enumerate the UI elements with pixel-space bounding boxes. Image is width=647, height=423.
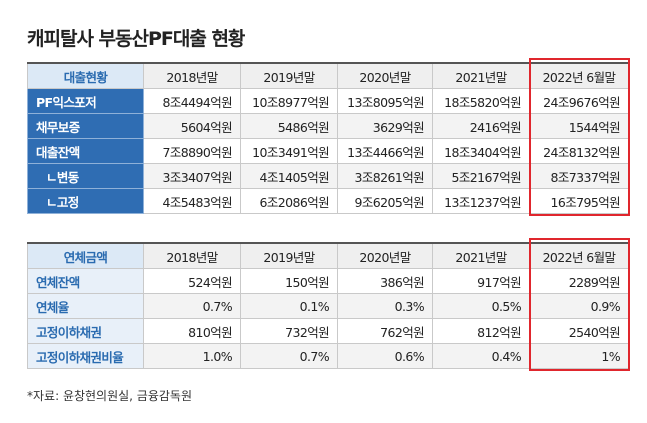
- cell: 5604억원: [143, 113, 241, 139]
- cell: 150억원: [240, 268, 338, 294]
- cell: 0.4%: [432, 343, 530, 369]
- header-cell: 2020년말: [337, 242, 433, 269]
- cell: 2289억원: [529, 268, 629, 294]
- row-label: 채무보증: [27, 113, 144, 139]
- header-cell: 2021년말: [432, 62, 530, 89]
- cell: 4조1405억원: [240, 163, 338, 189]
- row-label: PF익스포저: [27, 88, 144, 114]
- row: ㄴ변동 3조3407억원 4조1405억원 3조8261억원 5조2167억원 8조733…: [27, 163, 629, 189]
- title: 캐피탈사 부동산PF대출 현황: [27, 28, 245, 50]
- cell: 0.7%: [143, 293, 241, 319]
- cell: 0.9%: [529, 293, 629, 319]
- cell: 1.0%: [143, 343, 241, 369]
- cell: 5486억원: [240, 113, 338, 139]
- cell: 24조9676억원: [529, 88, 629, 114]
- cell: 16조795억원: [529, 188, 629, 214]
- header-cell: 2021년말: [432, 242, 530, 269]
- cell: 8조4494억원: [143, 88, 241, 114]
- header-cell: 2022년 6월말: [529, 62, 629, 89]
- cell: 732억원: [240, 318, 338, 344]
- header-row: 연체금액 2018년말 2019년말 2020년말 2021년말 2022년 6월말: [27, 242, 629, 269]
- header-cell: 2020년말: [337, 62, 433, 89]
- cell: 7조8890억원: [143, 138, 241, 164]
- cell: 386억원: [337, 268, 433, 294]
- cell: 3조8261억원: [337, 163, 433, 189]
- cell: 917억원: [432, 268, 530, 294]
- cell: 24조8132억원: [529, 138, 629, 164]
- cell: 4조5483억원: [143, 188, 241, 214]
- cell: 18조3404억원: [432, 138, 530, 164]
- cell: 0.3%: [337, 293, 433, 319]
- cell: 2540억원: [529, 318, 629, 344]
- row: 고정이하채권 810억원 732억원 762억원 812억원 2540억원: [27, 318, 629, 344]
- cell: 524억원: [143, 268, 241, 294]
- row: 고정이하채권비율 1.0% 0.7% 0.6% 0.4% 1%: [27, 343, 629, 369]
- header-cell: 2018년말: [143, 62, 241, 89]
- row: PF익스포저 8조4494억원 10조8977억원 13조8095억원 18조5820억…: [27, 88, 629, 114]
- header-cell: 2019년말: [240, 62, 338, 89]
- row-label: 연체율: [27, 293, 144, 319]
- row-label: 고정이하채권비율: [27, 343, 144, 369]
- row-label: ㄴ변동: [27, 163, 144, 189]
- row: 연체잔액 524억원 150억원 386억원 917억원 2289억원: [27, 268, 629, 294]
- header-cell: 연체금액: [27, 242, 144, 269]
- row-label: 대출잔액: [27, 138, 144, 164]
- cell: 3조3407억원: [143, 163, 241, 189]
- header-cell: 대출현황: [27, 62, 144, 89]
- row: 채무보증 5604억원 5486억원 3629억원 2416억원 1544억원: [27, 113, 629, 139]
- row: 대출잔액 7조8890억원 10조3491억원 13조4466억원 18조3404억원 2…: [27, 138, 629, 164]
- cell: 1544억원: [529, 113, 629, 139]
- cell: 13조8095억원: [337, 88, 433, 114]
- cell: 762억원: [337, 318, 433, 344]
- row-label: ㄴ고정: [27, 188, 144, 214]
- row-label: 고정이하채권: [27, 318, 144, 344]
- cell: 13조1237억원: [432, 188, 530, 214]
- source-note: *자료: 윤창현의원실, 금융감독원: [27, 389, 193, 403]
- cell: 10조8977억원: [240, 88, 338, 114]
- header-cell: 2022년 6월말: [529, 242, 629, 269]
- cell: 5조2167억원: [432, 163, 530, 189]
- header-cell: 2018년말: [143, 242, 241, 269]
- cell: 8조7337억원: [529, 163, 629, 189]
- cell: 1%: [529, 343, 629, 369]
- cell: 0.1%: [240, 293, 338, 319]
- cell: 18조5820억원: [432, 88, 530, 114]
- cell: 0.5%: [432, 293, 530, 319]
- row: 연체율 0.7% 0.1% 0.3% 0.5% 0.9%: [27, 293, 629, 319]
- cell: 812억원: [432, 318, 530, 344]
- cell: 810억원: [143, 318, 241, 344]
- row: ㄴ고정 4조5483억원 6조2086억원 9조6205억원 13조1237억원 16조7…: [27, 188, 629, 214]
- row-label: 연체잔액: [27, 268, 144, 294]
- cell: 0.6%: [337, 343, 433, 369]
- cell: 6조2086억원: [240, 188, 338, 214]
- delinquency-table: 연체금액 2018년말 2019년말 2020년말 2021년말 2022년 6월말 연체잔…: [27, 242, 629, 369]
- header-cell: 2019년말: [240, 242, 338, 269]
- cell: 9조6205억원: [337, 188, 433, 214]
- cell: 10조3491억원: [240, 138, 338, 164]
- cell: 0.7%: [240, 343, 338, 369]
- header-row: 대출현황 2018년말 2019년말 2020년말 2021년말 2022년 6월말: [27, 62, 629, 89]
- cell: 3629억원: [337, 113, 433, 139]
- loan-table: 대출현황 2018년말 2019년말 2020년말 2021년말 2022년 6월말 PF익…: [27, 62, 629, 214]
- cell: 2416억원: [432, 113, 530, 139]
- cell: 13조4466억원: [337, 138, 433, 164]
